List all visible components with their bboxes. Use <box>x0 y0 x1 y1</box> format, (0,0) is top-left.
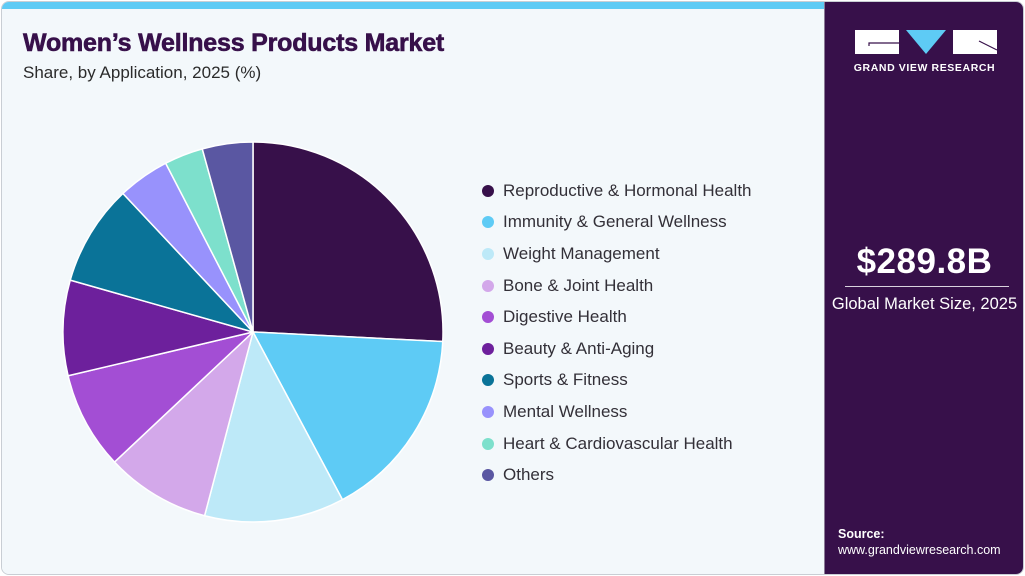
legend-label: Heart & Cardiovascular Health <box>503 433 733 453</box>
legend-dot-icon <box>482 437 494 450</box>
legend-dot-icon <box>482 184 494 197</box>
legend-label: Digestive Health <box>503 307 627 327</box>
legend-label: Sports & Fitness <box>503 370 628 390</box>
pie-slice <box>252 331 444 501</box>
market-size-label: Global Market Size, 2025 <box>831 295 1018 313</box>
pie-slice <box>113 331 254 517</box>
logo-text: GRAND VIEW RESEARCH <box>853 62 996 74</box>
grand-view-research-logo-icon <box>855 30 997 54</box>
legend-label: Immunity & General Wellness <box>503 212 727 232</box>
brand-sidebar: GRAND VIEW RESEARCH $289.8B Global Marke… <box>824 2 1023 574</box>
chart-title: Women’s Wellness Products Market <box>23 29 445 58</box>
pie-chart <box>62 141 444 523</box>
legend-dot-icon <box>482 374 494 387</box>
source-link[interactable]: www.grandviewresearch.com <box>838 543 1001 557</box>
legend-item: Weight Management <box>482 238 752 270</box>
market-size-value: $289.8B <box>856 242 993 281</box>
legend-item: Others <box>482 459 752 491</box>
legend-label: Beauty & Anti-Aging <box>503 338 655 358</box>
chart-legend: Reproductive & Hormonal Health Immunity … <box>482 175 752 491</box>
source-label: Source: <box>838 527 885 541</box>
legend-dot-icon <box>482 279 494 292</box>
legend-item: Mental Wellness <box>482 396 752 428</box>
pie-slice <box>69 192 254 333</box>
legend-item: Immunity & General Wellness <box>482 207 752 239</box>
legend-label: Others <box>503 465 555 485</box>
chart-panel: Women’s Wellness Products Market Share, … <box>2 9 824 574</box>
legend-dot-icon <box>482 216 494 229</box>
legend-item: Bone & Joint Health <box>482 270 752 302</box>
pie-slice <box>252 141 444 343</box>
divider <box>845 286 1009 287</box>
pie-slice <box>203 331 344 523</box>
accent-top-bar <box>2 2 824 9</box>
legend-item: Reproductive & Hormonal Health <box>482 175 752 207</box>
pie-slice <box>67 331 254 463</box>
pie-slice <box>62 279 254 377</box>
legend-label: Weight Management <box>503 243 660 263</box>
legend-dot-icon <box>482 405 494 418</box>
legend-dot-icon <box>482 469 494 482</box>
legend-dot-icon <box>482 247 494 260</box>
chart-subtitle: Share, by Application, 2025 (%) <box>23 63 262 82</box>
pie-slice <box>201 141 254 333</box>
legend-item: Digestive Health <box>482 301 752 333</box>
legend-label: Bone & Joint Health <box>503 275 654 295</box>
legend-dot-icon <box>482 311 494 324</box>
legend-item: Beauty & Anti-Aging <box>482 333 752 365</box>
legend-dot-icon <box>482 342 494 355</box>
legend-label: Mental Wellness <box>503 401 628 421</box>
legend-item: Sports & Fitness <box>482 365 752 397</box>
legend-item: Heart & Cardiovascular Health <box>482 428 752 460</box>
legend-label: Reproductive & Hormonal Health <box>503 180 752 200</box>
